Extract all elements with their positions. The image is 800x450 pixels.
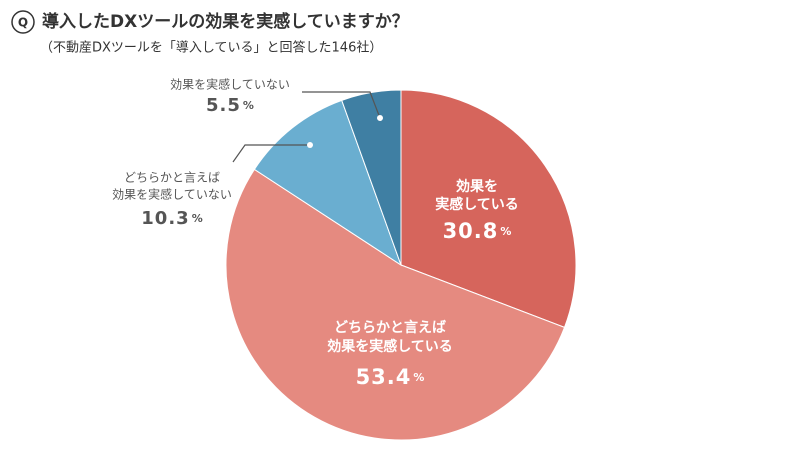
slice-label: 効果を実感していない [112, 187, 232, 202]
value-number: 5.5 [206, 95, 241, 116]
slice-label: 効果を実感していない [170, 77, 290, 92]
slice [341, 89, 402, 266]
leader-line [302, 91, 381, 119]
value-label: 10.3% [141, 208, 202, 229]
slice [400, 89, 577, 329]
value-label: 30.8% [443, 219, 512, 243]
leader-dot [377, 115, 383, 121]
leader-dot [307, 142, 313, 148]
slice-label: 効果を実感している [327, 338, 453, 355]
value-label: 5.5% [206, 95, 254, 116]
chart-subtitle: （不動産DXツールを「導入している」と回答した146社） [40, 40, 382, 56]
slice-label: どちらかと言えば [334, 319, 446, 336]
q-badge-label: Q [18, 16, 28, 30]
q-badge [11, 10, 35, 34]
slice [253, 99, 402, 267]
value-label: 53.4% [356, 365, 425, 389]
slice-label: どちらかと言えば [124, 171, 220, 185]
value-number: 53.4 [356, 365, 412, 389]
value-unit: % [500, 225, 511, 238]
slice-label: 実感している [435, 196, 519, 213]
slice [225, 168, 566, 441]
value-unit: % [413, 371, 424, 384]
value-number: 10.3 [141, 208, 189, 229]
value-unit: % [192, 212, 203, 225]
chart-title: 導入したDXツールの効果を実感していますか？ [42, 11, 409, 32]
value-number: 30.8 [443, 219, 499, 243]
slice-label: 効果を [456, 178, 498, 195]
pie [225, 89, 577, 441]
value-unit: % [243, 99, 254, 112]
leader-line [232, 144, 310, 163]
